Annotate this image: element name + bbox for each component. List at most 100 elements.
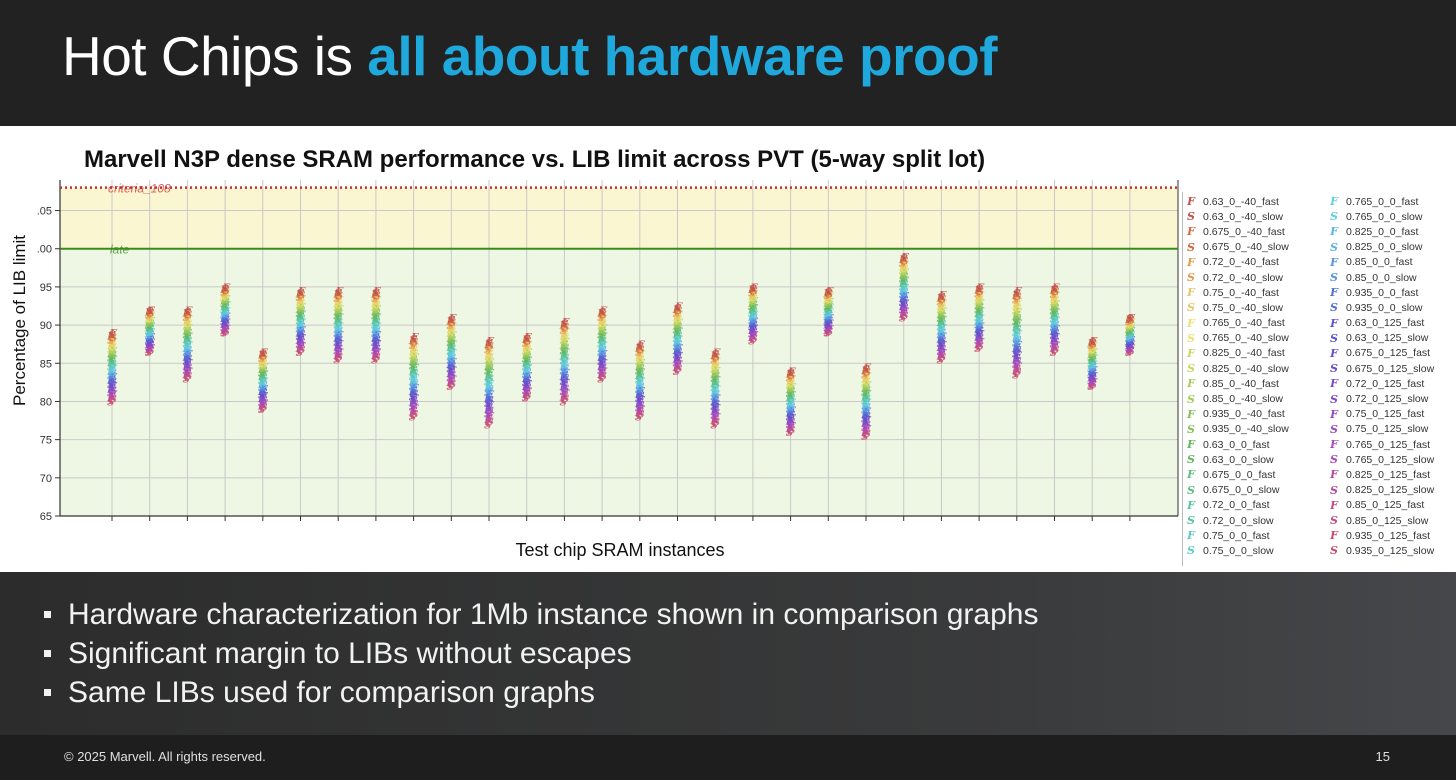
legend-label: 0.935_0_-40_slow (1203, 423, 1289, 436)
legend-entry: F 0.72_0_0_fast (1185, 498, 1320, 513)
data-point-marker: S (975, 284, 982, 295)
data-point-marker: F (408, 397, 417, 408)
data-point-marker: F (673, 324, 682, 335)
data-point-marker: F (448, 357, 457, 368)
data-point-marker: S (485, 349, 492, 360)
data-point-marker: S (864, 420, 871, 431)
data-point-marker: S (373, 291, 380, 302)
data-point-marker: S (523, 357, 530, 368)
data-point-marker: S (901, 280, 908, 291)
data-point-marker: F (106, 393, 115, 404)
data-point-marker: F (1125, 343, 1134, 354)
data-point-marker: F (483, 361, 492, 372)
data-point-marker: S (748, 302, 755, 313)
data-point-marker: F (183, 373, 192, 384)
data-point-marker: F (109, 390, 118, 401)
data-point-marker: F (898, 255, 907, 266)
data-point-marker: F (183, 329, 192, 340)
data-point-marker: F (973, 317, 982, 328)
data-point-marker: F (410, 353, 419, 364)
data-point-marker: S (336, 353, 343, 364)
data-point-marker: S (675, 364, 682, 375)
data-point-marker: S (1126, 332, 1133, 343)
data-point-marker: S (335, 315, 342, 326)
legend-label: 0.85_0_125_slow (1346, 514, 1429, 527)
data-point-marker: F (335, 287, 344, 298)
data-point-marker: F (483, 415, 492, 426)
data-point-marker: S (786, 405, 793, 416)
legend-entry: S 0.935_0_125_slow (1328, 543, 1456, 558)
data-point-marker: S (826, 300, 833, 311)
data-point-marker: F (861, 386, 870, 397)
data-point-marker: F (596, 353, 605, 364)
data-point-marker: S (183, 331, 190, 342)
data-point-marker: F (786, 411, 795, 422)
legend-marker-icon: S (1187, 301, 1195, 315)
data-point-marker: F (483, 383, 492, 394)
data-point-marker: S (484, 377, 491, 388)
data-point-marker: S (1052, 328, 1059, 339)
data-point-marker: F (1051, 333, 1060, 344)
data-point-marker: S (107, 380, 114, 391)
data-point-marker: F (598, 364, 607, 375)
data-point-marker: S (410, 406, 417, 417)
data-point-marker: S (259, 386, 266, 397)
data-point-marker: F (1011, 355, 1020, 366)
data-point-marker: S (1014, 324, 1021, 335)
data-point-marker: S (258, 398, 265, 409)
data-point-marker: S (899, 274, 906, 285)
data-point-marker: S (411, 409, 418, 420)
data-point-marker: S (220, 299, 227, 310)
legend-marker-icon: F (1330, 438, 1338, 452)
data-point-marker: F (936, 343, 945, 354)
data-point-marker: F (446, 351, 455, 362)
data-point-marker: S (333, 312, 340, 323)
data-point-marker: F (106, 384, 115, 395)
legend-marker-icon: S (1330, 514, 1338, 528)
data-point-marker: F (560, 324, 569, 335)
data-point-marker: S (221, 296, 228, 307)
data-point-marker: S (825, 293, 832, 304)
data-point-marker: S (296, 309, 303, 320)
data-point-marker: S (1051, 334, 1058, 345)
data-point-marker: S (260, 351, 267, 362)
data-point-marker: S (635, 357, 642, 368)
data-point-marker: S (183, 339, 190, 350)
data-point-marker: F (1011, 344, 1020, 355)
data-point-marker: F (976, 322, 985, 333)
y-tick-label: 75 (40, 435, 52, 447)
data-point-marker: S (598, 316, 605, 327)
data-point-marker: S (1125, 326, 1132, 337)
data-point-marker: S (296, 301, 303, 312)
data-point-marker: F (1051, 308, 1060, 319)
data-point-marker: F (410, 363, 419, 374)
data-point-marker: S (561, 370, 568, 381)
data-point-marker: S (974, 297, 981, 308)
legend-marker-icon: F (1330, 498, 1338, 512)
legend-entry: F 0.675_0_125_fast (1328, 346, 1456, 361)
data-point-marker: F (596, 370, 605, 381)
legend-label: 0.675_0_0_fast (1203, 468, 1276, 481)
data-point-marker: F (146, 306, 155, 317)
data-point-marker: S (597, 339, 604, 350)
data-point-marker: F (976, 283, 985, 294)
legend-entry: F 0.85_0_125_fast (1328, 498, 1456, 513)
legend-marker-icon: S (1330, 544, 1338, 558)
legend-marker-icon: S (1330, 392, 1338, 406)
legend-label: 0.85_0_0_fast (1346, 256, 1413, 269)
data-point-marker: F (1051, 316, 1060, 327)
data-point-marker: F (973, 309, 982, 320)
data-point-marker: S (826, 316, 833, 327)
data-point-marker: S (938, 350, 945, 361)
data-point-marker: S (1125, 348, 1132, 359)
data-point-marker: S (485, 370, 492, 381)
data-point-marker: S (485, 402, 492, 413)
data-point-marker: F (1051, 283, 1060, 294)
data-point-marker: S (674, 312, 681, 323)
data-point-marker: S (749, 305, 756, 316)
data-point-marker: F (408, 387, 417, 398)
data-point-marker: S (449, 353, 456, 364)
data-point-marker: F (373, 304, 382, 315)
data-point-marker: F (674, 319, 683, 330)
data-point-marker: F (409, 350, 418, 361)
